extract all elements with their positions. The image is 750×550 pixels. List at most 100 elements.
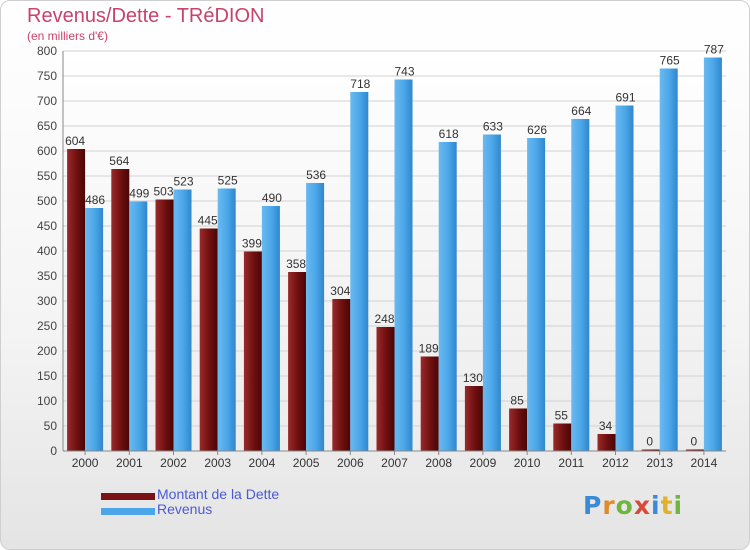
value-label-revenue: 626	[527, 123, 547, 137]
value-label-debt: 248	[374, 312, 394, 326]
bar-revenue	[394, 79, 413, 451]
bar-debt	[67, 149, 86, 451]
bar-revenue	[85, 208, 104, 451]
bar-debt	[199, 228, 218, 451]
bar-revenue	[703, 57, 722, 451]
value-label-debt: 0	[646, 435, 653, 449]
x-tick-label: 2010	[514, 456, 541, 470]
proxiti-logo: Proxiti	[583, 491, 684, 520]
x-tick-label: 2014	[691, 456, 718, 470]
value-label-revenue: 499	[129, 187, 149, 201]
bar-debt	[641, 449, 660, 451]
value-label-debt: 55	[555, 409, 569, 423]
legend-swatch-debt	[101, 493, 155, 500]
y-tick-label: 350	[37, 269, 57, 283]
value-label-revenue: 765	[660, 54, 680, 68]
bar-debt	[597, 434, 616, 451]
x-tick-label: 2009	[470, 456, 497, 470]
y-tick-label: 450	[37, 219, 57, 233]
x-tick-label: 2008	[425, 456, 452, 470]
value-label-debt: 564	[109, 154, 129, 168]
bar-revenue	[306, 183, 325, 451]
y-tick-label: 250	[37, 319, 57, 333]
chart-subtitle: (en milliers d'€)	[27, 29, 108, 43]
y-tick-label: 50	[44, 419, 58, 433]
value-label-debt: 85	[510, 394, 524, 408]
x-tick-label: 2003	[204, 456, 231, 470]
value-label-revenue: 525	[218, 174, 238, 188]
value-label-debt: 130	[463, 371, 483, 385]
y-tick-label: 700	[37, 94, 57, 108]
bar-debt	[155, 199, 174, 451]
value-label-debt: 358	[286, 257, 306, 271]
bar-revenue	[482, 134, 501, 451]
value-label-debt: 445	[198, 214, 218, 228]
y-tick-label: 550	[37, 169, 57, 183]
value-label-debt: 304	[330, 284, 350, 298]
y-tick-label: 750	[37, 69, 57, 83]
value-label-debt: 604	[65, 134, 85, 148]
x-tick-label: 2002	[160, 456, 187, 470]
value-label-revenue: 664	[571, 104, 591, 118]
value-label-revenue: 787	[704, 43, 724, 57]
bar-revenue	[261, 206, 280, 451]
value-label-revenue: 633	[483, 120, 503, 134]
bar-debt	[288, 272, 307, 451]
legend-swatch-revenue	[101, 508, 155, 515]
y-tick-label: 100	[37, 394, 57, 408]
value-label-revenue: 536	[306, 168, 326, 182]
value-label-debt: 503	[153, 185, 173, 199]
bar-revenue	[217, 188, 236, 451]
bar-debt	[685, 449, 704, 451]
chart-title: Revenus/Dette - TRéDION	[27, 5, 265, 27]
value-label-debt: 189	[419, 342, 439, 356]
value-label-revenue: 743	[394, 65, 414, 79]
y-tick-label: 200	[37, 344, 57, 358]
y-tick-label: 400	[37, 244, 57, 258]
value-label-revenue: 718	[350, 77, 370, 91]
y-tick-label: 300	[37, 294, 57, 308]
value-label-debt: 34	[599, 419, 613, 433]
bar-debt	[332, 299, 351, 451]
value-label-revenue: 691	[615, 91, 635, 105]
value-label-revenue: 618	[439, 127, 459, 141]
axes: 0501001502002503003504004505005506006507…	[37, 44, 726, 470]
bar-revenue	[129, 201, 148, 451]
value-label-debt: 0	[691, 435, 698, 449]
y-tick-label: 500	[37, 194, 57, 208]
x-tick-label: 2001	[116, 456, 143, 470]
bar-debt	[464, 386, 483, 451]
bar-debt	[376, 327, 395, 451]
x-tick-label: 2013	[646, 456, 673, 470]
x-tick-label: 2011	[558, 456, 584, 470]
bar-revenue	[571, 119, 590, 451]
y-tick-label: 0	[50, 444, 57, 458]
y-tick-label: 650	[37, 119, 57, 133]
bar-debt	[509, 408, 528, 451]
x-tick-label: 2007	[381, 456, 408, 470]
y-tick-label: 600	[37, 144, 57, 158]
bar-debt	[111, 169, 130, 451]
bar-revenue	[350, 92, 369, 451]
bar-debt	[420, 356, 439, 451]
bar-debt	[243, 251, 262, 451]
value-label-revenue: 486	[85, 193, 105, 207]
x-tick-label: 2006	[337, 456, 364, 470]
x-tick-label: 2012	[602, 456, 629, 470]
bar-revenue	[438, 142, 457, 451]
legend-label-revenue: Revenus	[157, 501, 213, 517]
x-tick-label: 2004	[249, 456, 276, 470]
y-tick-label: 800	[37, 44, 57, 58]
value-label-revenue: 523	[173, 175, 193, 189]
bar-revenue	[615, 105, 634, 451]
bar-revenue	[659, 68, 678, 451]
x-tick-label: 2005	[293, 456, 320, 470]
legend-label-debt: Montant de la Dette	[157, 486, 280, 502]
bar-revenue	[173, 189, 192, 451]
value-label-debt: 399	[242, 237, 262, 251]
x-tick-label: 2000	[72, 456, 99, 470]
y-tick-label: 150	[37, 369, 57, 383]
